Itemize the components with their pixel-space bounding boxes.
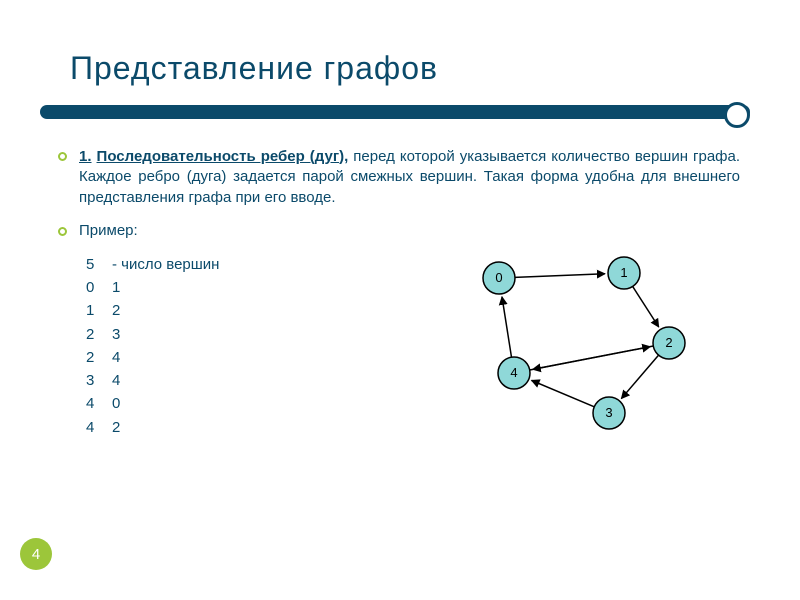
graph-edge — [530, 346, 651, 369]
title-bar — [40, 105, 750, 119]
graph-edge — [633, 286, 659, 327]
graph-node-label: 3 — [606, 405, 613, 420]
graph-edge — [532, 380, 595, 406]
graph-node-label: 2 — [666, 335, 673, 350]
graph-diagram: 0 1 2 3 4 — [439, 243, 709, 443]
graph-wrap: 0 1 2 3 4 — [259, 253, 740, 439]
example-row: Пример: — [80, 222, 740, 239]
slide: Представление графов 1. Последовательнос… — [0, 0, 800, 600]
list-item: 23 — [86, 323, 219, 346]
graph-edge — [502, 297, 512, 357]
data-block: 5- число вершин01122324344042 01234 — [80, 253, 740, 439]
bullet-icon — [58, 227, 67, 236]
content: 1. Последовательность ребер (дуг), перед… — [70, 147, 740, 439]
graph-node-label: 1 — [621, 265, 628, 280]
bullet-icon — [58, 152, 67, 161]
graph-edge — [515, 274, 605, 278]
list-item: 34 — [86, 369, 219, 392]
lead-text: Последовательность ребер (дуг — [97, 148, 340, 165]
graph-node-label: 0 — [496, 270, 503, 285]
list-item: 01 — [86, 276, 219, 299]
graph-node-label: 4 — [511, 365, 518, 380]
list-item: 5- число вершин — [86, 253, 219, 276]
list-item: 24 — [86, 346, 219, 369]
list-item: 12 — [86, 299, 219, 322]
list-item: 40 — [86, 392, 219, 415]
page-title: Представление графов — [70, 50, 740, 87]
edge-list: 5- число вершин01122324344042 — [80, 253, 219, 439]
lead-number: 1. — [79, 148, 92, 165]
graph-edge — [622, 355, 659, 398]
para-row: 1. Последовательность ребер (дуг), перед… — [80, 147, 740, 208]
page-number-badge: 4 — [20, 538, 52, 570]
lead-paren: ), — [339, 148, 348, 165]
example-label: Пример: — [79, 222, 138, 239]
list-item: 42 — [86, 416, 219, 439]
paragraph: 1. Последовательность ребер (дуг), перед… — [79, 147, 740, 208]
